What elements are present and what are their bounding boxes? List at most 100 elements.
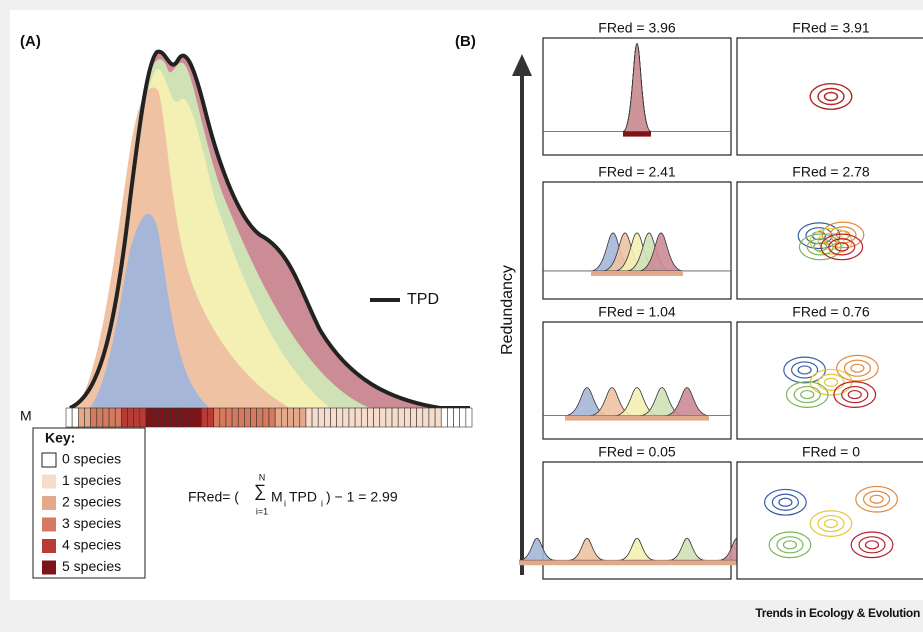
peak (518, 537, 556, 561)
panel-title: FRed = 1.04 (598, 304, 676, 320)
formula-text: TPD (289, 489, 317, 505)
formula-text: N (259, 472, 266, 482)
contour (768, 531, 812, 559)
contour (862, 490, 891, 508)
axis-label: Redundancy (499, 265, 516, 355)
m-cell (157, 407, 165, 428)
contour (798, 233, 842, 261)
key-swatch (42, 560, 56, 575)
peak (668, 537, 706, 561)
contour (836, 354, 879, 382)
m-cell (90, 407, 98, 428)
key-label: 2 species (62, 494, 121, 510)
m-cell (299, 407, 307, 428)
contour (817, 373, 845, 391)
m-cell (391, 407, 399, 428)
m-cell (114, 407, 122, 428)
m-cell (256, 407, 264, 428)
contour (833, 381, 877, 408)
contour (785, 381, 829, 408)
area-blue (90, 213, 210, 408)
contour (806, 238, 834, 256)
key-swatch (42, 496, 56, 510)
contour (797, 365, 812, 375)
m-cell (139, 407, 147, 428)
m-cell (397, 407, 405, 428)
m-cell (231, 407, 239, 428)
strip (591, 270, 683, 276)
m-cell (250, 407, 257, 428)
m-cell (102, 407, 110, 428)
m-cell (127, 407, 134, 428)
panel-title: FRed = 2.41 (598, 164, 676, 180)
key-label: 3 species (62, 515, 121, 531)
m-cell (440, 407, 448, 428)
m-cell (274, 407, 282, 428)
m-cell (367, 407, 374, 428)
contour (776, 536, 804, 554)
contour (809, 83, 853, 110)
contour (778, 497, 793, 507)
contour (828, 238, 856, 256)
panel-title: FRed = 3.96 (598, 20, 676, 36)
m-cell (78, 407, 85, 428)
contour (864, 540, 880, 550)
formula-text: M (271, 489, 283, 505)
contour (800, 389, 815, 400)
m-cell (324, 407, 331, 428)
peak (618, 537, 656, 561)
m-cell (447, 407, 454, 428)
m-cell (145, 407, 153, 428)
strip (623, 131, 651, 137)
m-cell (453, 407, 460, 428)
contour (790, 361, 819, 379)
m-cell (293, 407, 301, 428)
m-cell (176, 407, 184, 428)
m-cell (219, 407, 227, 428)
panel-title: FRed = 2.78 (792, 164, 870, 180)
contour (817, 87, 845, 106)
contour (820, 233, 864, 261)
m-cell (164, 407, 171, 428)
m-cell (133, 407, 141, 428)
contour (869, 494, 884, 504)
m-cell (459, 407, 467, 428)
key-swatch (42, 539, 56, 553)
m-cell (305, 407, 313, 428)
m-label: M (20, 408, 32, 424)
contour (834, 242, 849, 252)
panel-box (736, 321, 923, 440)
panel-box (542, 321, 732, 440)
m-cell (151, 407, 159, 428)
formula: FRed= ( ∑ N i=1 M i TPD i ) − 1 = 2.99 (188, 472, 398, 516)
m-cell (422, 407, 430, 428)
contour (841, 385, 869, 404)
contour (782, 540, 798, 550)
m-cell (201, 407, 208, 428)
contour (850, 363, 865, 373)
panel-label: (B) (455, 33, 476, 50)
footer: Trends in Ecology & Evolution (755, 606, 920, 620)
key-items: 0 species 1 species 2 species 3 species 4 sp… (41, 451, 121, 575)
contour (764, 488, 807, 516)
m-cell (182, 407, 190, 428)
formula-sum: ∑ (254, 481, 266, 500)
key-swatch (42, 517, 56, 532)
contour (823, 91, 839, 102)
m-cell (71, 407, 79, 428)
contour (817, 232, 845, 250)
panel-label: (A) (20, 33, 41, 50)
contour (823, 377, 839, 387)
contour (823, 236, 839, 246)
contour (858, 536, 886, 554)
m-cell (416, 407, 424, 428)
m-cell (342, 407, 350, 428)
m-cell (121, 407, 128, 428)
key-swatch (41, 452, 57, 468)
key-label: 0 species (62, 451, 121, 467)
contour (771, 493, 800, 511)
m-cell (188, 407, 196, 428)
m-cell (262, 407, 270, 428)
m-cell (213, 407, 221, 428)
contour (809, 510, 853, 537)
